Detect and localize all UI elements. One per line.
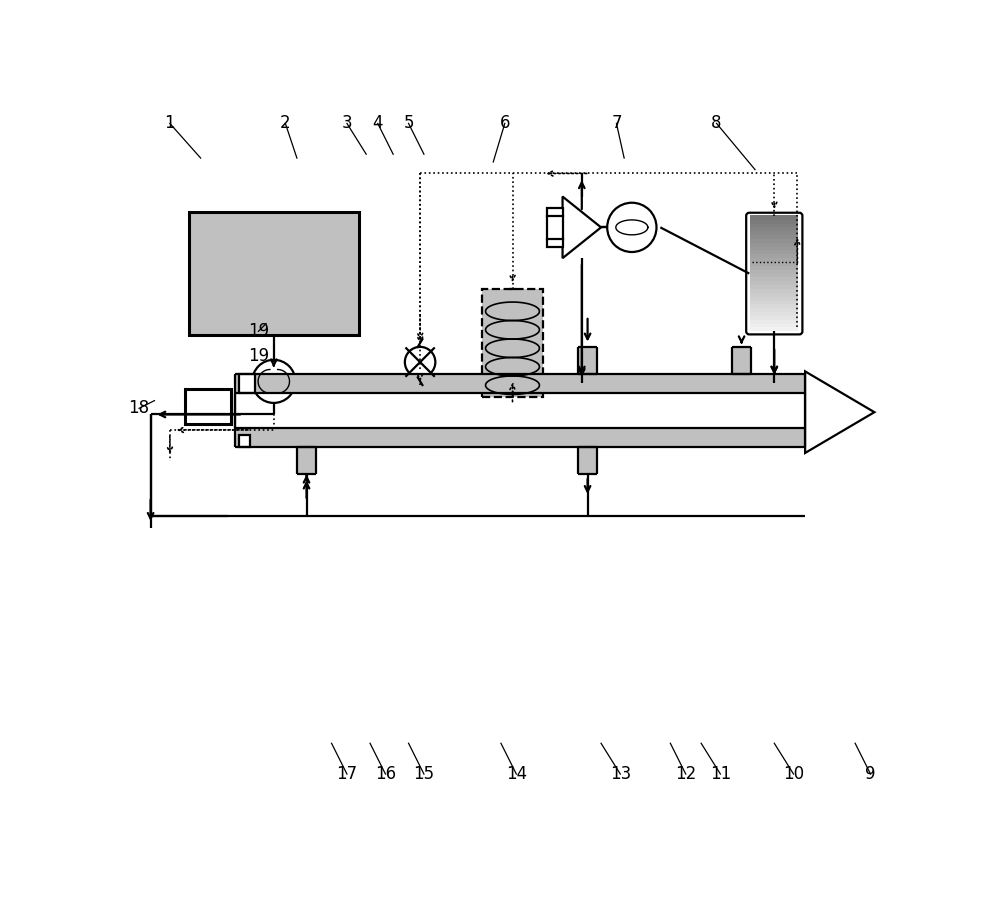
Bar xyxy=(750,323,798,328)
Bar xyxy=(750,231,798,235)
Text: 16: 16 xyxy=(375,765,396,783)
Text: 3: 3 xyxy=(342,114,352,132)
Bar xyxy=(750,262,798,266)
Text: 15: 15 xyxy=(413,765,435,783)
Text: 5: 5 xyxy=(403,114,414,132)
Polygon shape xyxy=(805,372,874,453)
Text: 6: 6 xyxy=(500,114,510,132)
Bar xyxy=(750,227,798,231)
Bar xyxy=(750,266,798,269)
Bar xyxy=(185,389,231,424)
Bar xyxy=(750,250,798,255)
Text: 10: 10 xyxy=(783,765,804,783)
Bar xyxy=(750,223,798,227)
Text: 4: 4 xyxy=(372,114,383,132)
Text: 14: 14 xyxy=(506,765,527,783)
Text: 9: 9 xyxy=(865,765,876,783)
Bar xyxy=(297,446,316,474)
Text: 19: 19 xyxy=(248,347,269,364)
Bar xyxy=(750,311,798,316)
Bar xyxy=(578,347,597,373)
Bar xyxy=(732,347,751,373)
Circle shape xyxy=(252,360,295,403)
Bar xyxy=(750,235,798,239)
Bar xyxy=(482,289,543,397)
Text: 17: 17 xyxy=(336,765,358,783)
Bar xyxy=(750,238,798,243)
Bar xyxy=(235,373,805,393)
Text: 13: 13 xyxy=(610,765,631,783)
Bar xyxy=(750,215,798,220)
Text: 8: 8 xyxy=(711,114,722,132)
Bar xyxy=(750,277,798,281)
Text: 7: 7 xyxy=(611,114,622,132)
Circle shape xyxy=(405,347,435,377)
Bar xyxy=(750,285,798,289)
Bar xyxy=(239,373,255,393)
Bar xyxy=(239,436,250,446)
Bar xyxy=(189,212,358,335)
Bar xyxy=(750,308,798,312)
Bar xyxy=(235,427,805,446)
Text: 18: 18 xyxy=(128,399,150,417)
Text: 11: 11 xyxy=(710,765,731,783)
Bar xyxy=(750,327,798,331)
Text: 12: 12 xyxy=(675,765,696,783)
Bar xyxy=(750,269,798,274)
Bar xyxy=(750,300,798,304)
Circle shape xyxy=(607,203,656,252)
Polygon shape xyxy=(563,196,601,258)
Bar xyxy=(578,446,597,474)
Text: 19: 19 xyxy=(248,322,269,341)
Bar xyxy=(750,281,798,285)
Bar xyxy=(750,273,798,278)
Bar xyxy=(750,320,798,323)
Text: 2: 2 xyxy=(280,114,291,132)
Bar xyxy=(750,247,798,250)
Bar xyxy=(750,257,798,262)
Bar xyxy=(750,242,798,247)
Text: 1: 1 xyxy=(165,114,175,132)
Bar xyxy=(547,208,563,247)
Bar xyxy=(750,316,798,320)
Bar xyxy=(750,304,798,309)
Bar xyxy=(750,254,798,258)
Bar xyxy=(750,219,798,224)
Bar xyxy=(750,289,798,293)
Bar xyxy=(750,297,798,300)
Bar xyxy=(750,292,798,297)
